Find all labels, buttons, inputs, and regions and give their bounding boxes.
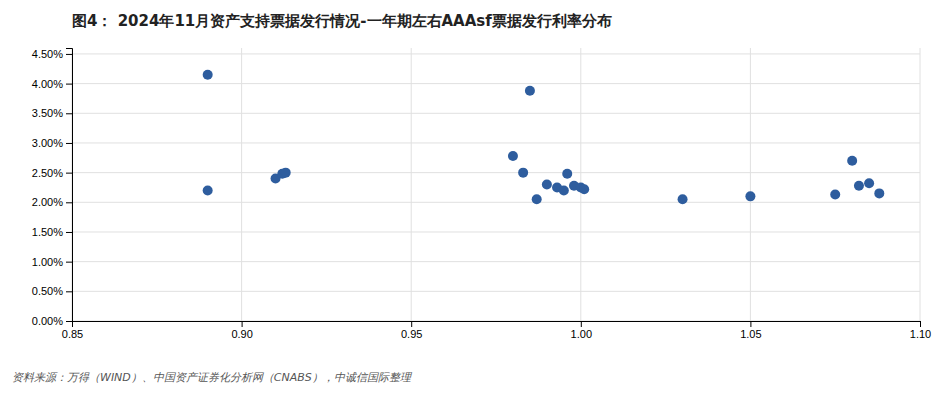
y-tick: 2.50% xyxy=(32,167,72,179)
grid-line-x xyxy=(920,48,921,321)
point xyxy=(745,191,755,201)
grid-line-y xyxy=(72,113,920,114)
grid-line-y xyxy=(72,202,920,203)
x-tick-mark xyxy=(242,321,243,327)
x-axis-line xyxy=(73,322,921,328)
y-tick-label: 4.00% xyxy=(32,78,63,90)
y-tick: 1.50% xyxy=(32,226,72,238)
y-tick-mark xyxy=(66,291,72,292)
point xyxy=(518,168,528,178)
point xyxy=(874,188,884,198)
y-tick: 0.00% xyxy=(32,315,72,327)
y-tick-mark xyxy=(66,113,72,114)
y-tick-mark xyxy=(66,54,72,55)
point xyxy=(542,180,552,190)
x-tick-label: 0.95 xyxy=(401,328,422,340)
x-tick-mark xyxy=(920,321,921,327)
y-tick: 1.00% xyxy=(32,256,72,268)
x-tick: 1.05 xyxy=(740,321,761,340)
point xyxy=(864,178,874,188)
grid-line-y xyxy=(72,291,920,292)
point xyxy=(559,185,569,195)
y-tick-label: 1.00% xyxy=(32,256,63,268)
y-tick-label: 0.50% xyxy=(32,285,63,297)
grid xyxy=(72,48,920,321)
y-tick-mark xyxy=(66,143,72,144)
x-tick-label: 1.10 xyxy=(910,328,931,340)
point xyxy=(678,194,688,204)
x-tick: 0.85 xyxy=(62,321,83,340)
y-tick-label: 2.50% xyxy=(32,167,63,179)
y-tick-label: 1.50% xyxy=(32,226,63,238)
grid-line-y xyxy=(72,261,920,262)
y-tick-mark xyxy=(66,232,72,233)
y-tick-label: 0.00% xyxy=(32,315,63,327)
point xyxy=(203,70,213,80)
y-tick: 4.00% xyxy=(32,78,72,90)
point xyxy=(830,190,840,200)
y-tick-label: 3.00% xyxy=(32,137,63,149)
x-tick: 0.95 xyxy=(401,321,422,340)
point xyxy=(203,185,213,195)
y-tick-label: 4.50% xyxy=(32,48,63,60)
point xyxy=(847,156,857,166)
marks xyxy=(203,70,885,205)
point xyxy=(579,184,589,194)
grid-line-y xyxy=(72,172,920,173)
x-tick-label: 0.85 xyxy=(62,328,83,340)
y-tick: 3.50% xyxy=(32,107,72,119)
x-tick: 0.90 xyxy=(231,321,252,340)
x-tick: 1.10 xyxy=(910,321,931,340)
y-tick-mark xyxy=(66,173,72,174)
y-axis-line xyxy=(66,49,73,322)
x-tick-label: 0.90 xyxy=(231,328,252,340)
annotation: 资料来源：万得（WIND）、中国资产证券化分析网（CNABS），中诚信国际整理 xyxy=(12,371,413,384)
y-tick-label: 3.50% xyxy=(32,107,63,119)
y-tick: 3.00% xyxy=(32,137,72,149)
x-tick-mark xyxy=(750,321,751,327)
x-axis: 0.85 0.90 0.95 1.00 1.05 1.10 xyxy=(62,321,931,340)
x-tick-mark xyxy=(411,321,412,327)
x-tick-label: 1.00 xyxy=(571,328,592,340)
x-tick-label: 1.05 xyxy=(740,328,761,340)
y-tick: 4.50% xyxy=(32,48,72,60)
grid-line-y xyxy=(72,142,920,143)
x-tick-mark xyxy=(581,321,582,327)
y-axis: 0.00% 0.50% 1.00% 1.50% 2.00% 2.50% 3.00% 3.50%… xyxy=(32,48,73,327)
title: 图4： 2024年11月资产支持票据发行情况-一年期左右AAAsf票据发行利率分… xyxy=(72,12,612,30)
grid-line-x xyxy=(750,48,751,321)
y-tick-label: 2.00% xyxy=(32,196,63,208)
grid-line-y xyxy=(72,53,920,54)
grid-line-y xyxy=(72,231,920,232)
point xyxy=(532,194,542,204)
point xyxy=(281,168,291,178)
grid-line-x xyxy=(241,48,242,321)
point xyxy=(508,151,518,161)
point xyxy=(854,181,864,191)
point xyxy=(525,86,535,96)
y-tick: 0.50% xyxy=(32,285,72,297)
y-tick: 2.00% xyxy=(32,196,72,208)
grid-line-y xyxy=(72,83,920,84)
y-tick-mark xyxy=(66,84,72,85)
chart: 0.85 0.90 0.95 1.00 1.05 1.10 0.00% 0.50% 1.00% 1… xyxy=(0,0,950,393)
y-tick-mark xyxy=(66,321,72,322)
y-tick-mark xyxy=(66,262,72,263)
y-tick-mark xyxy=(66,202,72,203)
x-tick: 1.00 xyxy=(571,321,592,340)
plot-area: 0.85 0.90 0.95 1.00 1.05 1.10 0.00% 0.50% 1.00% 1… xyxy=(32,48,931,340)
point xyxy=(562,169,572,179)
grid-line-x xyxy=(411,48,412,321)
